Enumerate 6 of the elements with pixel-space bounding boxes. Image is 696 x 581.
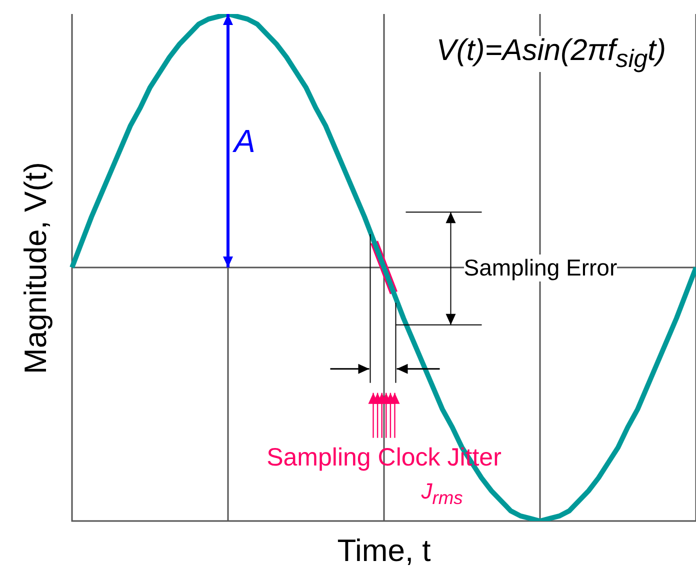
annotation: V(t)=Asin(2πf$_{sig}$t) <box>436 34 666 73</box>
annotation: Sampling Error <box>464 254 618 281</box>
annotation: J$_{rms}$ <box>421 478 463 508</box>
x-axis-title: Time, t <box>337 533 431 568</box>
annotation: A <box>234 122 256 159</box>
y-axis-title: Magnitude, V(t) <box>18 162 53 374</box>
